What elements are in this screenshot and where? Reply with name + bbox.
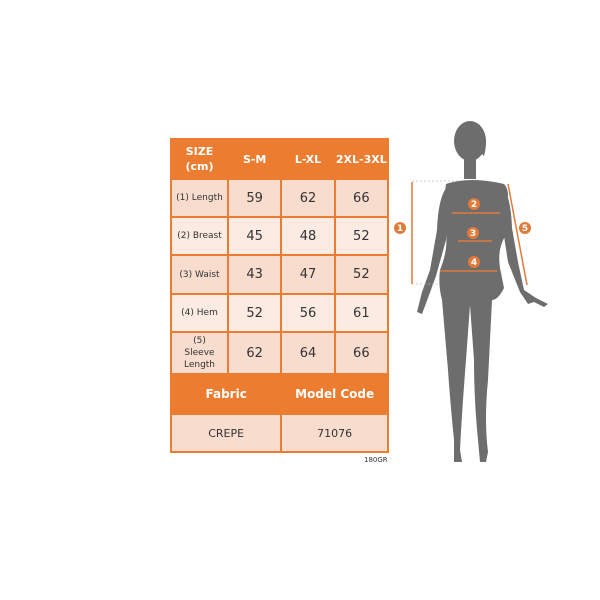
cell: 52 <box>226 293 283 333</box>
svg-text:3: 3 <box>470 229 476 239</box>
footer-values-row: CREPE 71076 <box>169 413 389 453</box>
fabric-value: CREPE <box>169 413 283 453</box>
svg-text:1: 1 <box>397 224 403 234</box>
cell: 45 <box>226 216 283 256</box>
table-header-row: SIZE (cm) S-M L-XL 2XL-3XL <box>170 138 390 180</box>
row-label: (3) Waist <box>170 254 229 295</box>
marker-4: 4 <box>468 256 480 268</box>
table-row: (1) Length 59 62 66 <box>170 178 390 218</box>
header-size: SIZE (cm) <box>170 138 229 180</box>
fabric-header: Fabric <box>169 373 283 415</box>
measurement-lines <box>411 180 528 286</box>
cell: 64 <box>280 331 336 375</box>
marker-5: 5 <box>519 222 531 234</box>
silhouette <box>417 121 548 462</box>
model-code-value: 71076 <box>280 413 389 453</box>
svg-text:4: 4 <box>471 258 477 268</box>
marker-2: 2 <box>468 198 480 210</box>
table-row: (5) Sleeve Length 62 64 66 <box>170 331 390 375</box>
cell: 62 <box>280 178 336 218</box>
row-label: (1) Length <box>170 178 229 218</box>
header-s-m: S-M <box>226 138 283 180</box>
model-code-header: Model Code <box>280 373 389 415</box>
cell: 48 <box>280 216 336 256</box>
svg-text:5: 5 <box>522 224 528 234</box>
cell: 61 <box>333 293 390 333</box>
cell: 66 <box>333 331 390 375</box>
cell: 52 <box>333 216 390 256</box>
cell: 52 <box>333 254 390 295</box>
row-label: (5) Sleeve Length <box>170 331 229 375</box>
cell: 62 <box>226 331 283 375</box>
cell: 47 <box>280 254 336 295</box>
header-l-xl: L-XL <box>280 138 336 180</box>
table-row: (4) Hem 52 56 61 <box>170 293 390 333</box>
marker-3: 3 <box>467 227 479 239</box>
table-row: (3) Waist 43 47 52 <box>170 254 390 295</box>
size-chart-table: SIZE (cm) S-M L-XL 2XL-3XL (1) Length 59… <box>169 138 390 453</box>
table-row: (2) Breast 45 48 52 <box>170 216 390 256</box>
header-2xl-3xl: 2XL-3XL <box>333 138 390 180</box>
cell: 43 <box>226 254 283 295</box>
row-label: (2) Breast <box>170 216 229 256</box>
footer-header-row: Fabric Model Code <box>169 373 389 415</box>
cell: 66 <box>333 178 390 218</box>
marker-1: 1 <box>394 222 406 234</box>
row-label: (4) Hem <box>170 293 229 333</box>
weight-note: 180GR <box>364 456 388 464</box>
cell: 59 <box>226 178 283 218</box>
cell: 56 <box>280 293 336 333</box>
svg-text:2: 2 <box>471 200 477 210</box>
